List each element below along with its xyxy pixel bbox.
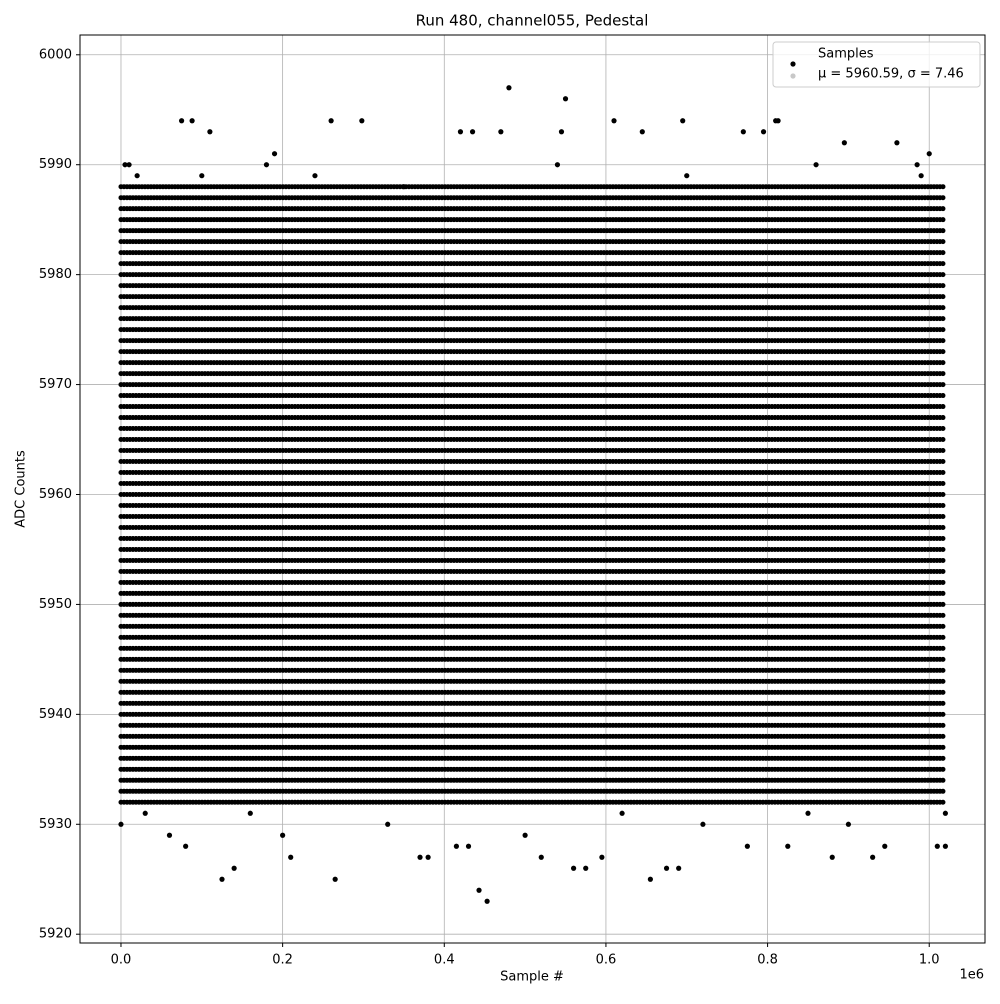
- sample-point: [942, 810, 948, 816]
- sample-point: [829, 854, 835, 860]
- sample-point: [142, 810, 148, 816]
- sample-point: [619, 810, 625, 816]
- y-tick-label: 5980: [39, 267, 72, 282]
- x-tick-label: 1.0: [919, 953, 940, 968]
- sample-point: [476, 887, 482, 893]
- sample-point: [280, 832, 286, 838]
- chart-title: Run 480, channel055, Pedestal: [416, 12, 649, 30]
- sample-point: [700, 821, 706, 827]
- sample-point: [740, 129, 746, 135]
- sample-point: [271, 151, 278, 157]
- legend-label: Samples: [818, 47, 874, 62]
- sample-point: [126, 162, 132, 168]
- sample-point: [914, 162, 920, 168]
- sample-point: [312, 173, 318, 179]
- y-axis-label: ADC Counts: [14, 450, 29, 528]
- sample-point: [469, 129, 476, 135]
- sample-point: [231, 865, 237, 871]
- sample-point: [207, 129, 213, 135]
- sample-point: [417, 854, 423, 860]
- sample-point: [775, 118, 781, 124]
- sample-point: [805, 810, 811, 816]
- x-tick-label: 0.4: [434, 953, 455, 968]
- sample-point: [639, 129, 645, 135]
- sample-point: [199, 173, 205, 179]
- legend-marker: [790, 73, 796, 79]
- sample-point: [882, 843, 888, 849]
- legend-box: [772, 41, 981, 88]
- sample-point: [247, 810, 253, 816]
- sample-point: [183, 843, 189, 849]
- sample-point: [178, 118, 185, 124]
- sample-point: [841, 140, 847, 146]
- sample-point: [538, 854, 544, 860]
- y-tick-label: 5930: [39, 817, 72, 832]
- sample-point: [498, 129, 504, 135]
- sample-point: [506, 85, 512, 91]
- sample-point: [894, 140, 900, 146]
- y-tick-label: 5970: [39, 377, 72, 392]
- sample-point: [219, 876, 225, 882]
- legend-label: μ = 5960.59, σ = 7.46: [818, 67, 964, 82]
- sample-point: [684, 173, 690, 179]
- y-tick-label: 5920: [39, 927, 72, 942]
- y-tick-label: 5940: [39, 707, 72, 722]
- sample-point: [118, 821, 124, 827]
- sample-point: [425, 854, 431, 860]
- sample-point: [934, 843, 940, 849]
- y-tick-label: 5990: [39, 157, 72, 172]
- sample-point: [926, 151, 932, 157]
- legend-marker: [790, 61, 796, 67]
- y-tick-label: 5950: [39, 597, 72, 612]
- sample-point: [760, 129, 767, 135]
- sample-point: [189, 118, 195, 124]
- sample-point: [263, 162, 270, 168]
- axes-frame: [79, 34, 986, 944]
- sample-point: [465, 843, 472, 849]
- sample-point: [385, 821, 391, 827]
- sample-point: [813, 162, 819, 168]
- x-tick-label: 0.8: [757, 953, 778, 968]
- x-tick-label: 0.2: [272, 953, 293, 968]
- x-tick-label: 0.0: [111, 953, 132, 968]
- x-axis-label: Sample #: [500, 970, 564, 985]
- sample-point: [134, 173, 140, 179]
- sample-point: [845, 821, 852, 827]
- sample-point: [166, 832, 173, 838]
- sample-point: [785, 843, 791, 849]
- sample-point: [562, 96, 569, 102]
- sample-point: [453, 843, 460, 849]
- sample-point: [744, 843, 750, 849]
- sample-point: [583, 865, 589, 871]
- sample-point: [122, 162, 128, 168]
- sample-point: [680, 118, 686, 124]
- plot-area: [80, 35, 985, 943]
- sample-point: [599, 854, 605, 860]
- sample-point: [570, 865, 577, 871]
- y-tick-label: 5960: [39, 487, 72, 502]
- sample-point: [647, 876, 653, 882]
- sample-point: [870, 854, 876, 860]
- sample-point: [484, 898, 490, 904]
- legend: Samples μ = 5960.59, σ = 7.46: [772, 41, 981, 88]
- sample-point: [359, 118, 365, 124]
- sample-point: [288, 854, 294, 860]
- x-tick-label: 0.6: [596, 953, 617, 968]
- sample-point: [457, 129, 464, 135]
- sample-point: [328, 118, 334, 124]
- sample-point: [611, 118, 617, 124]
- sample-point: [663, 865, 670, 871]
- y-tick-label: 6000: [39, 47, 72, 62]
- sample-point: [554, 162, 561, 168]
- sample-point: [918, 173, 924, 179]
- sample-point: [676, 865, 682, 871]
- x-offset-label: 1e6: [959, 968, 984, 983]
- sample-point: [558, 129, 565, 135]
- sample-point: [942, 843, 948, 849]
- sample-point: [332, 876, 338, 882]
- sample-point: [522, 832, 528, 838]
- sample-point: [401, 184, 407, 190]
